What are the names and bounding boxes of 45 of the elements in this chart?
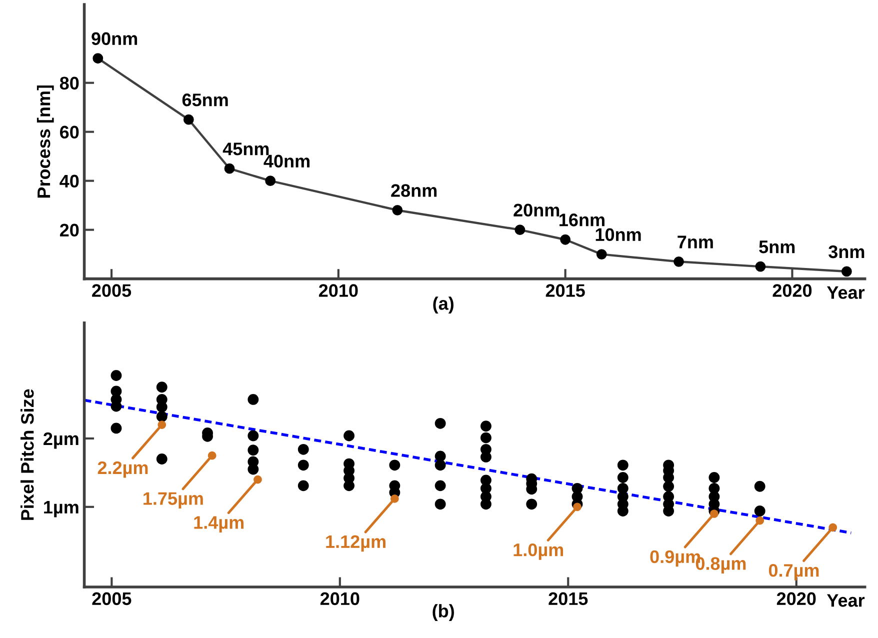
data-label: 0.7µm	[768, 564, 819, 580]
point	[390, 494, 399, 503]
x-tick-label: 2005	[92, 592, 132, 606]
x-tick-label: 2010	[320, 592, 360, 606]
x-axis-title: Year	[826, 594, 865, 607]
y-tick-label: 60	[60, 126, 79, 139]
text: (b)	[432, 604, 454, 621]
data-label: 1.4µm	[194, 516, 244, 532]
data-label: 1.75µm	[144, 492, 203, 509]
data-label: 3nm	[828, 245, 864, 258]
y-tick-label: 1µm	[44, 501, 78, 518]
data-label: 28nm	[391, 184, 437, 197]
data-label: 16nm	[560, 214, 604, 226]
x-axis-title: Year	[826, 286, 865, 299]
text: (a)	[433, 296, 454, 314]
point	[573, 502, 582, 512]
x-tick-label: 2005	[92, 284, 132, 297]
data-label: 10nm	[596, 228, 641, 242]
x-tick-label: 2020	[776, 592, 816, 606]
data-label: 5nm	[759, 240, 795, 254]
point	[710, 510, 718, 518]
point	[208, 451, 216, 460]
point	[828, 523, 838, 532]
y-tick-label: 40	[60, 174, 79, 188]
data-label: 1.12µm	[326, 535, 386, 552]
data-label: 45nm	[222, 142, 269, 156]
point	[158, 420, 166, 429]
y-axis-title: Process [nm]	[36, 85, 54, 198]
data-label: 65nm	[182, 94, 228, 106]
data-label: 7nm	[678, 236, 713, 248]
x-tick-label: 2010	[318, 284, 358, 297]
data-label: 40nm	[264, 154, 310, 168]
y-tick-label: 80	[60, 76, 79, 90]
x-tick-label: 2015	[546, 284, 585, 297]
data-label: 1.0µm	[514, 543, 564, 560]
x-tick-label: 2020	[772, 284, 812, 297]
y-tick-label: 2µm	[44, 432, 78, 449]
data-label: 90nm	[92, 32, 138, 46]
point	[254, 475, 262, 484]
point	[756, 516, 764, 525]
y-axis-title: Pixel Pitch Size	[20, 389, 34, 520]
y-tick-label: 20	[60, 224, 79, 237]
data-label: 2.2µm	[98, 461, 148, 478]
x-tick-label: 2015	[548, 592, 588, 606]
data-label: 20nm	[514, 204, 560, 217]
